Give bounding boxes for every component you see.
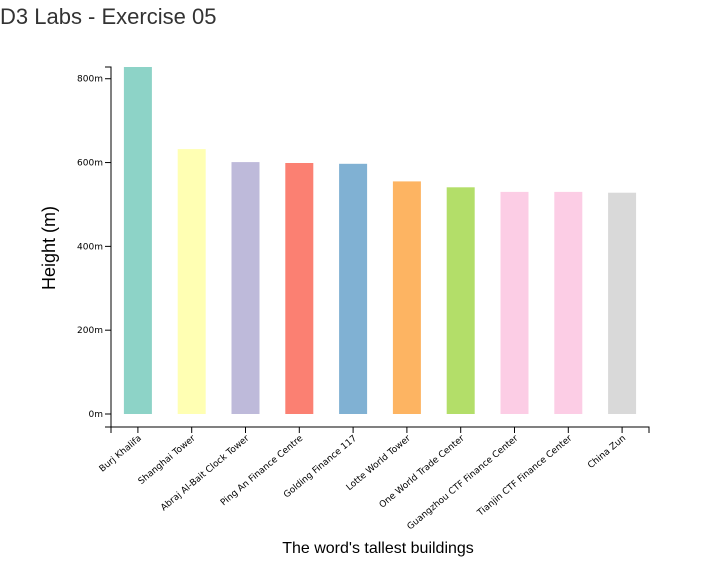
bar [608,192,637,414]
bar [285,163,314,414]
bar [339,163,368,414]
bars-group [123,67,637,414]
bar [177,149,206,414]
x-tick-label: One World Trade Center [378,433,467,510]
bar [392,181,421,414]
y-axis: 0m 200m 400m 600m 800m [77,66,112,428]
x-axis-title: The word's tallest buildings [282,540,474,557]
x-tick-label: China Zun [586,434,628,471]
x-tick-label: Shanghai Tower [137,433,198,486]
bar [231,162,260,414]
y-tick-label: 800m [77,75,103,85]
y-axis-title: Height (m) [39,206,59,290]
x-tick-label: Burj Khalifa [98,434,144,475]
bar [500,191,529,414]
x-axis-line [110,426,650,433]
page-title: D3 Labs - Exercise 05 [0,4,217,29]
x-tick-label: Abraj Al-Bait Clock Tower [159,433,251,513]
x-tick-label: Guangzhou CTF Finance Center [406,433,521,532]
y-tick-label: 600m [77,159,103,169]
bar [554,191,583,414]
y-axis-line [105,66,112,428]
x-tick-label: Tianjin CTF Finance Center [475,433,574,519]
y-tick-label: 400m [77,242,103,252]
bar [446,187,475,414]
bar [123,67,152,414]
y-tick-label: 200m [77,326,103,336]
y-tick-label: 0m [89,410,104,420]
